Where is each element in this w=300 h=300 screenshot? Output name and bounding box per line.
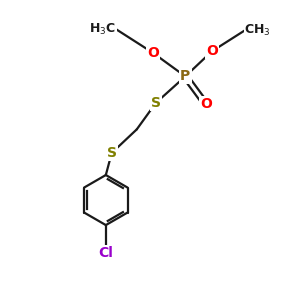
Text: O: O [147, 46, 159, 60]
Text: S: S [107, 146, 117, 160]
Text: O: O [206, 44, 218, 58]
Text: S: S [151, 96, 161, 110]
Text: H$_3$C: H$_3$C [89, 22, 116, 37]
Text: Cl: Cl [98, 246, 113, 260]
Text: P: P [180, 69, 190, 83]
Text: CH$_3$: CH$_3$ [244, 23, 271, 38]
Text: O: O [200, 98, 212, 111]
